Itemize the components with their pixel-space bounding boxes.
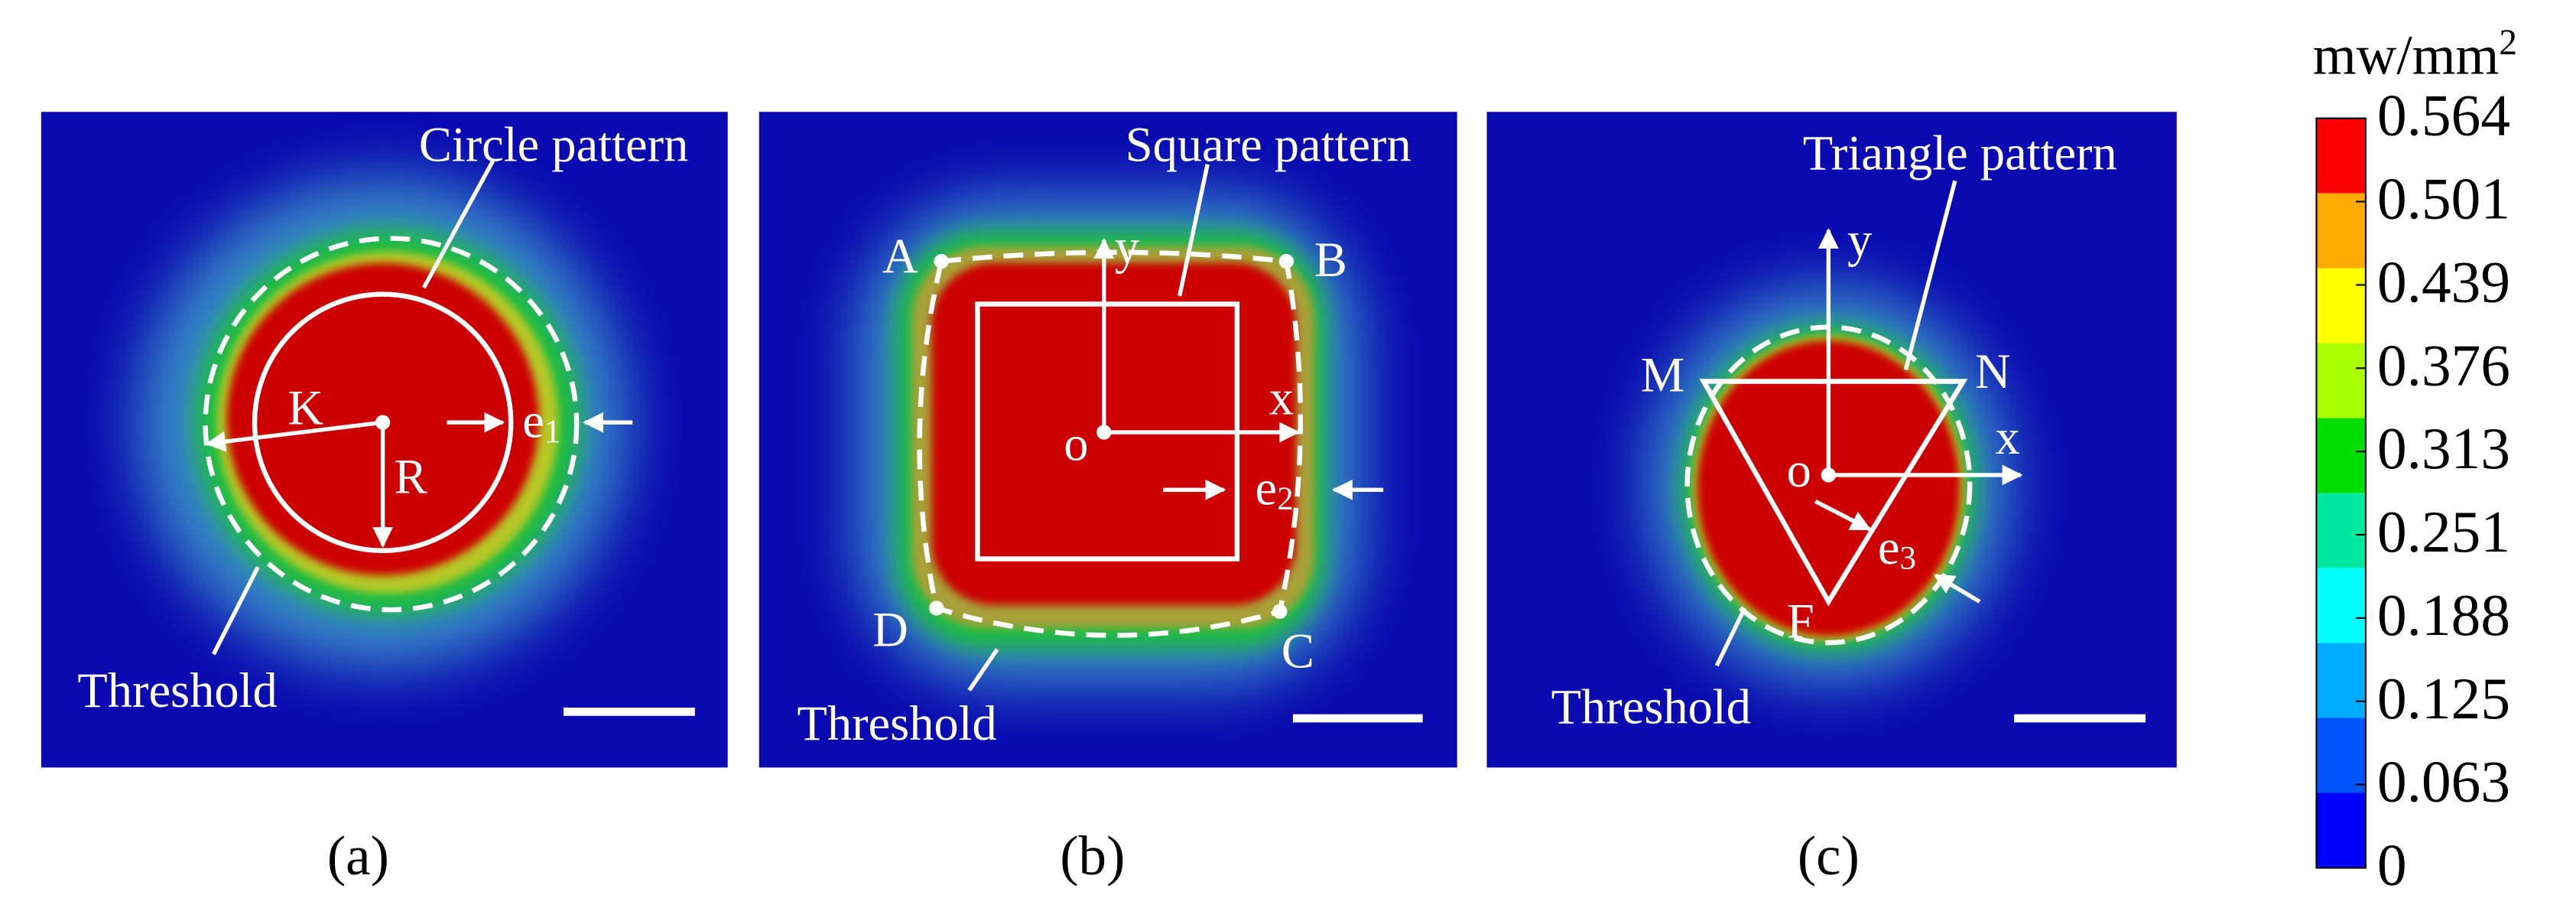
shape	[2316, 493, 2366, 568]
shape	[2316, 343, 2366, 418]
shape	[203, 236, 580, 613]
axis-label: x	[1269, 370, 1294, 425]
origin-label: o	[1787, 443, 1811, 497]
shape	[1697, 340, 1960, 636]
label-part: 2	[1277, 481, 1293, 517]
error-label: e2	[1256, 461, 1294, 517]
colorbar-tick-label: 0.125	[2377, 666, 2510, 731]
shape	[1272, 604, 1288, 619]
axis-label: y	[1847, 213, 1872, 267]
panel-c: Triangle pattern Threshold M N F o x y e…	[1486, 112, 2177, 887]
k-label: K	[287, 380, 323, 435]
label-part: 2	[2499, 23, 2517, 63]
shape	[2316, 718, 2366, 793]
colorbar-tick-label: 0.063	[2377, 749, 2510, 815]
colorbar-tick-label: 0	[2377, 832, 2407, 898]
label-part: 1	[544, 414, 560, 450]
colorbar-tick-label: 0.564	[2377, 83, 2510, 148]
shape	[2316, 793, 2366, 868]
caption: (a)	[327, 825, 389, 887]
colorbar: mw/mm2 0.564 0.501 0.439 0.376 0.313 0.251 0.1…	[2313, 23, 2517, 898]
colorbar-tick-label: 0.376	[2377, 332, 2510, 398]
colorbar-tick-label: 0.188	[2377, 582, 2510, 648]
shape	[2315, 117, 2367, 869]
corner-label: D	[872, 602, 908, 656]
shape	[1903, 180, 1957, 371]
threshold-label: Threshold	[77, 663, 277, 718]
corner-label: B	[1314, 233, 1347, 287]
axis-label: y	[1115, 220, 1139, 274]
shape	[2316, 193, 2366, 269]
origin-label: o	[1064, 417, 1088, 471]
colorbar-tick-label: 0.313	[2377, 415, 2510, 481]
colorbar-unit: mw/mm2	[2313, 23, 2517, 86]
shape	[211, 566, 260, 656]
shape	[2316, 568, 2366, 643]
shape	[252, 291, 514, 554]
error-label: e3	[1878, 520, 1916, 576]
shape	[2316, 118, 2366, 194]
panel-b: Square pattern Threshold A B C D o x y e…	[759, 112, 1457, 887]
colorbar-tick-label: 0.439	[2377, 249, 2510, 314]
shape	[2316, 643, 2366, 718]
shape	[421, 160, 495, 289]
axis-label: x	[1995, 410, 2019, 464]
caption: (b)	[1060, 825, 1125, 887]
label-part: mw/mm	[2313, 24, 2500, 86]
label-part: 3	[1899, 540, 1915, 576]
vertex-label: N	[1975, 344, 2011, 399]
shape	[205, 420, 383, 452]
corner-label: C	[1282, 623, 1314, 678]
label-part: e	[1256, 461, 1278, 516]
shape	[967, 648, 999, 692]
threshold-label: Threshold	[797, 696, 996, 750]
shape	[1714, 607, 1747, 667]
vertex-label: F	[1787, 594, 1814, 649]
corner-label: A	[882, 230, 918, 284]
label-part: e	[1878, 520, 1900, 575]
heatmap	[759, 112, 1457, 768]
shape	[934, 253, 949, 269]
shape	[929, 601, 944, 616]
caption: (c)	[1798, 825, 1860, 887]
vertex-label: M	[1641, 347, 1684, 402]
pattern-title: Square pattern	[1126, 118, 1411, 172]
pattern-title: Triangle pattern	[1803, 125, 2117, 180]
colorbar-tick-label: 0.501	[2377, 166, 2510, 232]
shape	[1933, 573, 1981, 604]
heatmap	[1486, 112, 2177, 768]
colorbar-tick-label: 0.251	[2377, 499, 2510, 565]
shape	[1814, 499, 1872, 532]
label-part: e	[522, 394, 544, 448]
panel-a: Circle pattern Threshold K R e1 (a)	[41, 112, 728, 887]
shape	[1278, 253, 1294, 269]
shape	[1699, 379, 1968, 607]
shape	[2316, 418, 2366, 493]
threshold-label: Threshold	[1551, 679, 1751, 734]
r-label: R	[395, 450, 427, 504]
shape	[1178, 164, 1210, 297]
shape	[2316, 268, 2366, 343]
error-label: e1	[522, 394, 560, 450]
pattern-title: Circle pattern	[419, 118, 688, 172]
